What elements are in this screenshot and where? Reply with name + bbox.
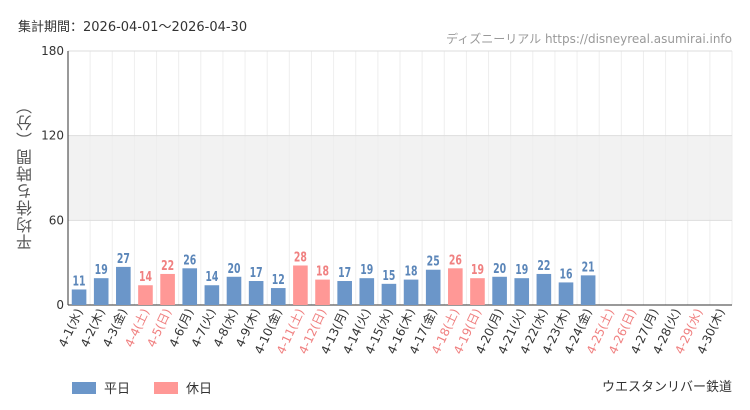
bar <box>536 273 552 305</box>
bar-value-label: 26 <box>183 252 196 267</box>
bar <box>270 288 286 305</box>
bar-value-label: 16 <box>559 266 572 281</box>
bar-value-label: 19 <box>515 262 528 277</box>
bar-value-label: 21 <box>582 259 595 274</box>
bar <box>248 281 264 305</box>
bar-chart: 060120180114-1(水)194-2(木)274-3(金)144-4(土… <box>41 44 733 356</box>
bar <box>182 268 198 305</box>
bar-value-label: 26 <box>449 252 462 267</box>
bar-value-label: 19 <box>95 262 108 277</box>
y-tick-label: 180 <box>41 44 64 58</box>
watermark-text: ディズニーリアル https://disneyreal.asumirai.inf… <box>446 32 732 46</box>
bar <box>226 276 242 305</box>
bar <box>448 268 463 305</box>
y-tick-label: 0 <box>56 298 64 312</box>
bar <box>492 276 507 305</box>
period-label: 集計期間：2026-04-01～2026-04-30 <box>18 20 248 35</box>
y-tick-label: 60 <box>49 213 64 227</box>
bar <box>315 279 330 305</box>
legend-item-holiday: 休日 <box>154 378 212 397</box>
bar-value-label: 20 <box>493 261 506 276</box>
bar-value-label: 18 <box>316 263 329 278</box>
y-tick-label: 120 <box>41 129 64 143</box>
bar-value-label: 14 <box>205 269 218 284</box>
bar <box>204 285 220 305</box>
bar <box>580 275 596 305</box>
bar <box>514 278 530 305</box>
bar-value-label: 19 <box>471 262 484 277</box>
bar-value-label: 15 <box>382 268 395 283</box>
legend-swatch-weekday <box>72 381 96 394</box>
bar-value-label: 18 <box>405 263 418 278</box>
bar <box>403 279 419 305</box>
bar <box>558 282 574 305</box>
bar <box>138 285 153 305</box>
attraction-name: ウエスタンリバー鉄道 <box>601 380 732 395</box>
legend-label-holiday: 休日 <box>186 382 213 397</box>
bar-value-label: 25 <box>427 254 440 269</box>
bar <box>425 269 441 305</box>
bar-value-label: 20 <box>227 261 240 276</box>
legend-swatch-holiday <box>154 381 179 394</box>
bar <box>160 273 175 305</box>
bar-value-label: 22 <box>537 258 550 273</box>
bar <box>71 289 87 305</box>
bar-value-label: 14 <box>139 269 152 284</box>
bar <box>381 283 397 305</box>
bar <box>337 281 352 305</box>
legend-label-weekday: 平日 <box>104 382 131 397</box>
bar <box>470 278 485 305</box>
bar <box>93 278 109 305</box>
bar-value-label: 17 <box>338 265 351 280</box>
bar <box>116 266 131 305</box>
bar <box>293 265 308 305</box>
bar-value-label: 11 <box>73 273 86 288</box>
legend: 平日 休日 <box>72 378 236 397</box>
bar-value-label: 28 <box>294 249 307 264</box>
bar-value-label: 22 <box>161 258 174 273</box>
bar <box>359 278 375 305</box>
legend-item-weekday: 平日 <box>72 378 130 397</box>
bar-value-label: 17 <box>250 265 263 280</box>
bar-value-label: 27 <box>117 251 130 266</box>
bar-value-label: 12 <box>272 272 285 287</box>
bar-value-label: 19 <box>360 262 373 277</box>
